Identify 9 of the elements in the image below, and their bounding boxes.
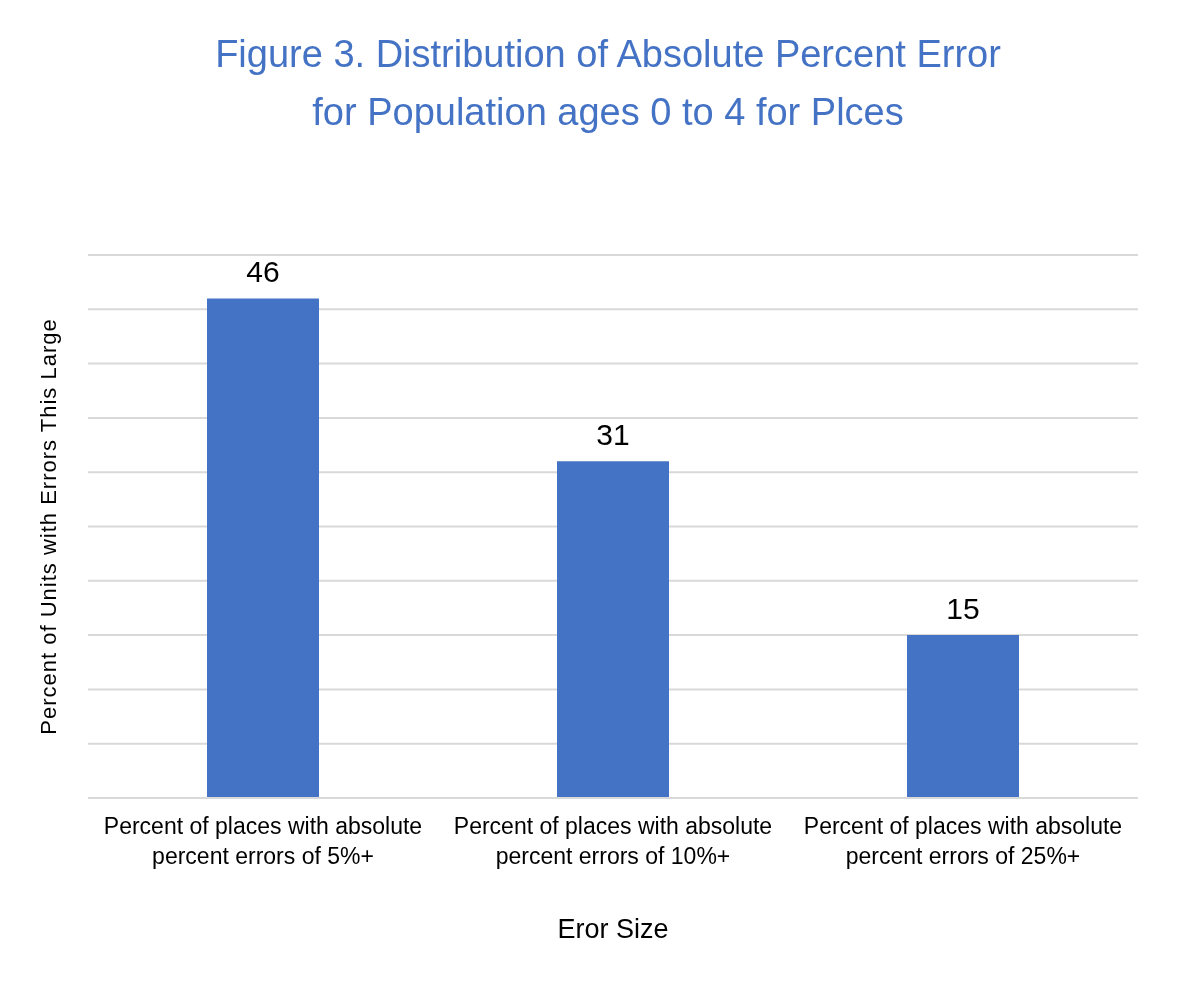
x-tick-label: Percent of places with absolute percent errors of 25%+ [803,813,1123,869]
x-axis-title: Eror Size [557,914,669,944]
data-label: 15 [946,592,980,626]
data-label: 31 [596,418,630,452]
x-tick-label: Percent of places with absolute percent errors of 5%+ [103,813,423,869]
data-label: 46 [246,255,280,289]
x-tick-label: Percent of places with absolute percent errors of 10%+ [453,813,773,869]
y-axis-title: Percent of Units with Errors This Large [35,318,61,735]
chart-title: Figure 3. Distribution of Absolute Percent Error for Population ages 0 to 4 for Plces [214,32,1002,135]
